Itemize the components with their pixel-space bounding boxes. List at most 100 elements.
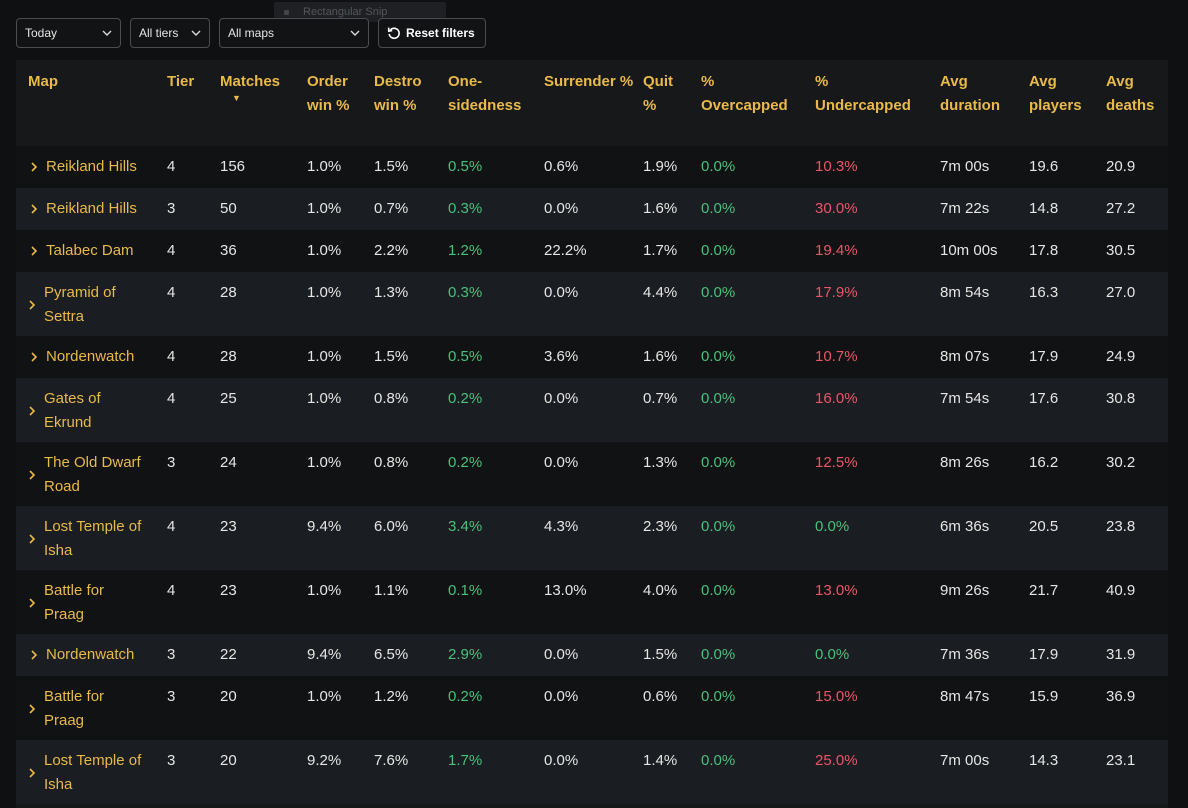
map-name: Reikland Hills [46,158,137,175]
column-header-label: Avg duration [940,73,1000,114]
table-row[interactable]: The Old Dwarf Road 3 24 1.0% 0.8% 0.2% 0.0% 1.3… [16,442,1168,506]
cell-matches: 23 [220,582,237,599]
chevron-right-icon[interactable] [28,643,42,667]
cell-tier: 3 [167,200,176,217]
cell-undercapped: 16.0% [815,390,858,407]
chevron-right-icon[interactable] [28,345,42,369]
cell-undercapped: 10.3% [815,158,858,175]
map-filter-select[interactable]: All maps [219,18,369,48]
column-header-label: Surrender % [544,73,634,90]
column-header-tier[interactable]: Tier [167,60,220,146]
cell-quit: 4.4% [643,284,678,301]
cell-undercapped: 30.0% [815,200,858,217]
chevron-right-icon[interactable] [26,761,40,785]
cell-surrender: 0.0% [544,688,579,705]
cell-matches: 50 [220,200,237,217]
cell-avg-deaths: 30.5 [1106,242,1136,259]
cell-matches: 36 [220,242,237,259]
table-row[interactable]: Pyramid of Settra 4 28 1.0% 1.3% 0.3% 0.0% 4.4%… [16,272,1168,336]
cell-one-sidedness: 0.5% [448,348,483,365]
cell-avg-players: 14.3 [1029,752,1059,769]
cell-one-sidedness: 0.3% [448,284,483,301]
column-header-map[interactable]: Map [16,60,167,146]
table-row[interactable]: Reikland Hills 3 50 1.0% 0.7% 0.3% 0.0% 1.6% 0.0… [16,188,1168,230]
table-row[interactable]: Reikland Hills 4 156 1.0% 1.5% 0.5% 0.6% 1.9% 0.… [16,146,1168,188]
cell-undercapped: 15.0% [815,688,858,705]
column-header-destro-win[interactable]: Destro win % [374,60,448,146]
chevron-right-icon[interactable] [26,293,40,317]
cell-quit: 2.3% [643,518,678,535]
column-header-order-win[interactable]: Order win % [307,60,374,146]
table-row[interactable]: Lost Temple of Isha 3 20 9.2% 7.6% 1.7% 0.0% 1.… [16,740,1168,804]
cell-quit: 1.7% [643,242,678,259]
cell-tier: 4 [167,348,176,365]
table-row[interactable]: Gates of Ekrund 4 25 1.0% 0.8% 0.2% 0.0% 0.7% 0.… [16,378,1168,442]
tier-filter-value: All tiers [139,26,179,40]
chevron-right-icon[interactable] [28,239,42,263]
cell-avg-deaths: 40.9 [1106,582,1136,599]
cell-matches: 25 [220,390,237,407]
cell-order-win: 1.0% [307,348,342,365]
table-row[interactable]: Battle for Praag 3 20 1.0% 1.2% 0.2% 0.0% 0.6% 0… [16,676,1168,740]
cell-quit: 1.9% [643,158,678,175]
cell-map: The Old Dwarf Road [16,442,167,506]
column-header-surrender[interactable]: Surrender % [544,60,643,146]
chevron-right-icon[interactable] [26,463,40,487]
map-name: Nordenwatch [46,348,135,365]
cell-surrender: 0.0% [544,200,579,217]
reset-filters-button[interactable]: Reset filters [378,18,486,48]
column-header-matches[interactable]: Matches ▼ [220,60,307,146]
chevron-right-icon[interactable] [26,527,40,551]
column-header-label: % Undercapped [815,73,911,114]
chevron-right-icon[interactable] [26,399,40,423]
cell-surrender: 22.2% [544,242,587,259]
cell-undercapped: 25.0% [815,752,858,769]
date-filter-select[interactable]: Today [16,18,121,48]
cell-avg-deaths: 30.8 [1106,390,1136,407]
cell-overcapped: 0.0% [701,454,736,471]
cell-map: Battle for Praag [16,676,167,740]
column-header-avg-players[interactable]: Avg players [1029,60,1106,146]
table-row[interactable]: Battle for Praag 4 23 1.0% 1.1% 0.1% 13.0% 4.0%… [16,570,1168,634]
cell-destro-win: 1.5% [374,348,409,365]
cell-one-sidedness: 0.2% [448,390,483,407]
cell-avg-players: 21.7 [1029,582,1059,599]
map-name: Battle for Praag [44,582,105,623]
table-row[interactable]: Talabec Dam 4 36 1.0% 2.2% 1.2% 22.2% 1.7% 0.0% 1… [16,230,1168,272]
column-header-one-sidedness[interactable]: One-sidedness [448,60,544,146]
column-header-quit[interactable]: Quit % [643,60,701,146]
cell-avg-players: 17.9 [1029,646,1059,663]
table-row[interactable]: Nordenwatch 4 28 1.0% 1.5% 0.5% 3.6% 1.6% 0.0% 10… [16,336,1168,378]
chevron-right-icon[interactable] [28,197,42,221]
cell-undercapped: 10.7% [815,348,858,365]
column-header-avg-duration[interactable]: Avg duration [940,60,1029,146]
cell-undercapped: 13.0% [815,582,858,599]
cell-matches: 28 [220,348,237,365]
column-header-avg-deaths[interactable]: Avg deaths [1106,60,1168,146]
cell-quit: 1.6% [643,200,678,217]
cell-avg-duration: 7m 54s [940,390,990,407]
column-header-undercapped[interactable]: % Undercapped [815,60,940,146]
chevron-right-icon[interactable] [26,697,40,721]
cell-overcapped: 0.0% [701,582,736,599]
table-body: Reikland Hills 4 156 1.0% 1.5% 0.5% 0.6% 1.9% 0.… [16,146,1168,804]
chevron-right-icon[interactable] [28,155,42,179]
cell-avg-duration: 7m 00s [940,158,990,175]
column-header-overcapped[interactable]: % Overcapped [701,60,815,146]
cell-surrender: 0.0% [544,454,579,471]
cell-tier: 4 [167,158,176,175]
column-header-label: Order win % [307,73,350,114]
cell-avg-duration: 7m 22s [940,200,990,217]
table-row[interactable]: Nordenwatch 3 22 9.4% 6.5% 2.9% 0.0% 1.5% 0.0% 0.… [16,634,1168,676]
map-name: Lost Temple of Isha [44,752,142,793]
cell-one-sidedness: 0.5% [448,158,483,175]
tier-filter-select[interactable]: All tiers [130,18,210,48]
snip-label: Rectangular Snip [303,6,388,18]
cell-avg-deaths: 31.9 [1106,646,1136,663]
table-row[interactable]: Lost Temple of Isha 4 23 9.4% 6.0% 3.4% 4.3% 2.… [16,506,1168,570]
cell-avg-duration: 8m 47s [940,688,990,705]
map-filter-value: All maps [228,26,275,40]
cell-avg-deaths: 27.0 [1106,284,1136,301]
chevron-right-icon[interactable] [26,591,40,615]
reset-filters-label: Reset filters [406,26,475,40]
